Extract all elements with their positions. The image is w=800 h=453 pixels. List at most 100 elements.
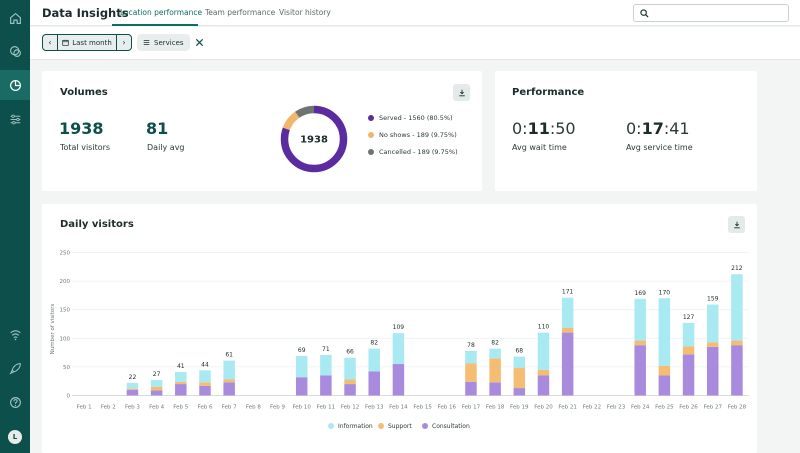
- date-range-button[interactable]: Last month: [57, 35, 117, 50]
- top-bar: Data Insights Location performance Team …: [30, 0, 800, 26]
- x-tick-label: Feb 12: [341, 405, 360, 411]
- bar-total-label: 110: [538, 324, 550, 331]
- legend-cancelled-label: Cancelled - 189 (9.75%): [379, 148, 458, 156]
- home-icon[interactable]: [7, 10, 23, 26]
- legend-consultation-dot: [422, 423, 428, 429]
- rocket-icon[interactable]: [7, 360, 23, 376]
- information-bar-segment: [320, 354, 332, 376]
- sidebar: L: [0, 0, 30, 453]
- legend-support-dot: [378, 423, 384, 429]
- x-tick-label: Feb 10: [292, 405, 311, 411]
- x-tick-label: Feb 21: [558, 405, 577, 411]
- support-bar-segment: [634, 340, 646, 346]
- x-tick-label: Feb 8: [246, 405, 261, 411]
- support-bar-segment: [706, 342, 719, 347]
- support-bar-segment: [489, 358, 501, 383]
- avg-service-time-label: Avg service time: [626, 143, 693, 152]
- consultation-bar-segment: [320, 375, 332, 396]
- consultation-bar-segment: [682, 354, 695, 396]
- information-bar-segment: [706, 304, 719, 343]
- bar-total-label: 61: [225, 352, 233, 359]
- help-icon[interactable]: [7, 394, 23, 410]
- sliders-icon[interactable]: [7, 111, 23, 127]
- next-period-button[interactable]: ›: [122, 38, 126, 47]
- daily-avg-value: 81: [146, 119, 169, 138]
- bar-total-label: 68: [515, 348, 523, 355]
- consultation-bar-segment: [513, 388, 526, 396]
- tab-team-performance[interactable]: Team performance: [205, 8, 276, 17]
- previous-period-button[interactable]: ‹: [48, 38, 52, 47]
- donut-center-total: 1938: [300, 135, 328, 146]
- bar-total-label: 169: [634, 290, 646, 297]
- cancelled-dot: [368, 149, 374, 155]
- x-tick-label: Feb 26: [679, 405, 698, 411]
- support-bar-segment: [465, 363, 477, 382]
- consultation-bar-segment: [561, 332, 574, 396]
- y-tick-label: 100: [60, 336, 71, 342]
- x-tick-label: Feb 28: [728, 405, 747, 411]
- user-avatar-icon[interactable]: L: [8, 430, 22, 444]
- legend-no-shows: No shows - 189 (9.75%): [368, 131, 457, 139]
- calendar-icon: [62, 39, 69, 46]
- search-icon: [640, 9, 649, 18]
- x-tick-label: Feb 13: [365, 405, 384, 411]
- consultation-bar-segment: [392, 364, 405, 396]
- daily-visitors-download-button[interactable]: [728, 216, 745, 233]
- wifi-icon[interactable]: [7, 326, 23, 342]
- information-bar-segment: [634, 298, 646, 341]
- information-bar-segment: [295, 356, 308, 378]
- information-bar-segment: [392, 333, 405, 365]
- y-axis-label: Number of visitors: [50, 304, 56, 355]
- consultation-bar-segment: [634, 345, 646, 396]
- support-bar-segment: [731, 340, 743, 346]
- search-input[interactable]: [633, 4, 789, 22]
- y-tick-label: 150: [60, 308, 71, 314]
- legend-support-label: Support: [388, 423, 412, 430]
- close-icon: [195, 38, 203, 47]
- consultation-bar-segment: [368, 371, 380, 396]
- daily-visitors-title: Daily visitors: [60, 219, 134, 230]
- consultation-bar-segment: [295, 377, 308, 396]
- chat-icon[interactable]: [7, 43, 23, 59]
- bar-total-label: 41: [177, 363, 185, 370]
- information-bar-segment: [223, 360, 235, 380]
- tab-visitor-history[interactable]: Visitor history: [279, 8, 331, 17]
- date-range-picker: ‹ Last month ›: [42, 34, 132, 51]
- services-filter-chip[interactable]: Services: [137, 34, 190, 51]
- consultation-bar-segment: [199, 385, 211, 396]
- download-icon: [733, 221, 740, 228]
- legend-information-dot: [328, 423, 334, 429]
- support-bar-segment: [175, 381, 187, 385]
- bar-total-label: 44: [201, 361, 209, 368]
- support-bar-segment: [223, 379, 235, 383]
- information-bar-segment: [731, 274, 743, 341]
- x-tick-label: Feb 1: [77, 405, 92, 411]
- list-icon: [143, 40, 150, 45]
- served-dot: [368, 115, 374, 121]
- x-tick-label: Feb 4: [149, 405, 164, 411]
- information-bar-segment: [513, 356, 526, 369]
- bar-total-label: 82: [370, 340, 378, 347]
- filter-bar: ‹ Last month › Services: [30, 27, 800, 60]
- status-donut-chart: 1938: [280, 105, 348, 173]
- bar-total-label: 69: [298, 347, 306, 354]
- x-tick-label: Feb 18: [486, 405, 505, 411]
- x-tick-label: Feb 6: [197, 405, 212, 411]
- x-tick-label: Feb 23: [607, 405, 626, 411]
- bar-total-label: 22: [129, 374, 137, 381]
- clear-filters-button[interactable]: [192, 34, 206, 51]
- tab-location-performance[interactable]: Location performance: [120, 8, 203, 17]
- app-title: Data Insights: [42, 6, 129, 20]
- x-tick-label: Feb 22: [583, 405, 602, 411]
- consultation-bar-segment: [223, 382, 235, 396]
- x-tick-label: Feb 11: [317, 405, 336, 411]
- date-range-label: Last month: [72, 38, 112, 47]
- daily-avg-label: Daily avg: [147, 143, 185, 152]
- bar-total-label: 109: [393, 324, 405, 331]
- bar-total-label: 66: [346, 349, 354, 356]
- x-tick-label: Feb 15: [413, 405, 432, 411]
- legend-consultation-label: Consultation: [432, 423, 470, 430]
- volumes-download-button[interactable]: [453, 84, 470, 101]
- bar-total-label: 170: [659, 289, 671, 296]
- insights-chart-icon[interactable]: [0, 70, 30, 100]
